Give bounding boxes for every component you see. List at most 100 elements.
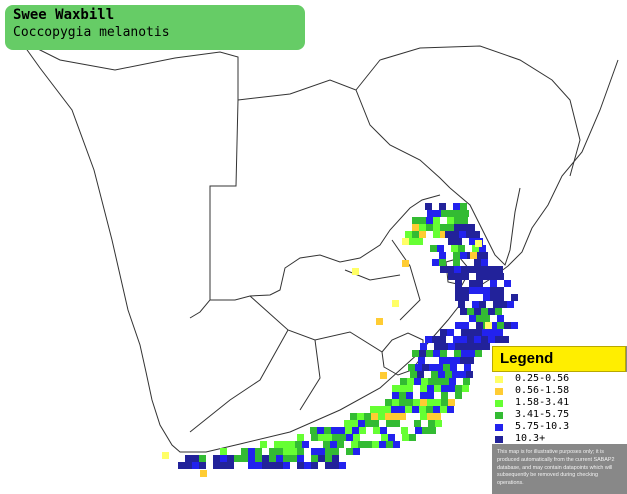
distribution-cell xyxy=(297,448,304,455)
distribution-cell xyxy=(415,427,422,434)
distribution-cell xyxy=(283,448,290,455)
distribution-cell xyxy=(459,231,466,238)
legend-label: 10.3+ xyxy=(515,433,546,444)
distribution-cell xyxy=(332,434,339,441)
distribution-cell xyxy=(504,280,511,287)
distribution-cell xyxy=(425,203,432,210)
distribution-cell xyxy=(325,455,332,462)
distribution-cell xyxy=(442,378,449,385)
distribution-cell xyxy=(461,217,468,224)
distribution-cell xyxy=(260,441,267,448)
distribution-cell xyxy=(427,399,434,406)
distribution-cell xyxy=(451,245,458,252)
distribution-cell xyxy=(467,308,474,315)
distribution-cell xyxy=(241,455,248,462)
distribution-cell xyxy=(371,413,378,420)
distribution-cell xyxy=(378,413,385,420)
legend-swatch xyxy=(495,424,503,431)
distribution-cell xyxy=(192,455,199,462)
distribution-cell xyxy=(422,364,429,371)
distribution-cell xyxy=(447,224,454,231)
distribution-cell xyxy=(288,441,295,448)
distribution-cell xyxy=(419,217,426,224)
distribution-cell xyxy=(365,420,372,427)
distribution-cell xyxy=(351,441,358,448)
distribution-cell xyxy=(481,259,488,266)
distribution-cell xyxy=(455,287,462,294)
distribution-cell xyxy=(412,231,419,238)
distribution-cell xyxy=(364,413,371,420)
distribution-cell xyxy=(438,371,445,378)
distribution-cell xyxy=(490,322,497,329)
legend-swatch xyxy=(495,436,503,443)
distribution-cell xyxy=(318,448,325,455)
distribution-cell xyxy=(248,455,255,462)
distribution-cell xyxy=(441,343,448,350)
distribution-cell xyxy=(297,455,304,462)
distribution-cell xyxy=(283,462,290,469)
distribution-cell xyxy=(227,462,234,469)
distribution-cell xyxy=(297,462,304,469)
distribution-cell xyxy=(255,462,262,469)
distribution-cell xyxy=(434,210,441,217)
distribution-cell xyxy=(455,322,462,329)
distribution-cell xyxy=(365,441,372,448)
distribution-cell xyxy=(323,441,330,448)
distribution-cell xyxy=(330,441,337,448)
distribution-cell xyxy=(447,217,454,224)
distribution-cell xyxy=(353,448,360,455)
distribution-cell xyxy=(481,252,488,259)
distribution-cell xyxy=(462,343,469,350)
distribution-cell xyxy=(428,378,435,385)
distribution-cell xyxy=(448,210,455,217)
distribution-cell xyxy=(481,336,488,343)
distribution-cell xyxy=(346,448,353,455)
distribution-cell xyxy=(358,441,365,448)
distribution-cell xyxy=(448,238,455,245)
distribution-cell xyxy=(455,294,462,301)
distribution-cell xyxy=(392,399,399,406)
distribution-cell xyxy=(497,322,504,329)
distribution-cell xyxy=(426,224,433,231)
distribution-cell xyxy=(476,280,483,287)
distribution-cell xyxy=(483,273,490,280)
distribution-cell xyxy=(379,441,386,448)
distribution-cell xyxy=(408,364,415,371)
distribution-cell xyxy=(392,385,399,392)
distribution-cell xyxy=(200,470,207,477)
distribution-cell xyxy=(460,252,467,259)
distribution-cell xyxy=(461,329,468,336)
distribution-cell xyxy=(461,266,468,273)
distribution-cell xyxy=(413,399,420,406)
distribution-cell xyxy=(468,350,475,357)
distribution-cell xyxy=(453,203,460,210)
distribution-cell xyxy=(402,260,409,267)
distribution-cell xyxy=(393,441,400,448)
distribution-cell xyxy=(495,308,502,315)
distribution-cell xyxy=(441,210,448,217)
distribution-cell xyxy=(332,448,339,455)
distribution-cell xyxy=(489,329,496,336)
distribution-cell xyxy=(407,378,414,385)
distribution-cell xyxy=(490,280,497,287)
distribution-cell xyxy=(409,238,416,245)
distribution-cell xyxy=(420,385,427,392)
distribution-cell xyxy=(432,259,439,266)
distribution-cell xyxy=(448,343,455,350)
distribution-cell xyxy=(483,343,490,350)
distribution-cell xyxy=(448,273,455,280)
distribution-cell xyxy=(427,392,434,399)
distribution-cell xyxy=(475,266,482,273)
distribution-cell xyxy=(415,364,422,371)
distribution-cell xyxy=(462,273,469,280)
distribution-cell xyxy=(447,406,454,413)
distribution-cell xyxy=(421,378,428,385)
distribution-cell xyxy=(412,350,419,357)
distribution-cell xyxy=(455,280,462,287)
distribution-cells xyxy=(162,203,518,477)
distribution-cell xyxy=(447,266,454,273)
distribution-cell xyxy=(469,315,476,322)
legend-label: 0.25-0.56 xyxy=(515,373,570,384)
distribution-cell xyxy=(381,434,388,441)
distribution-cell xyxy=(388,434,395,441)
